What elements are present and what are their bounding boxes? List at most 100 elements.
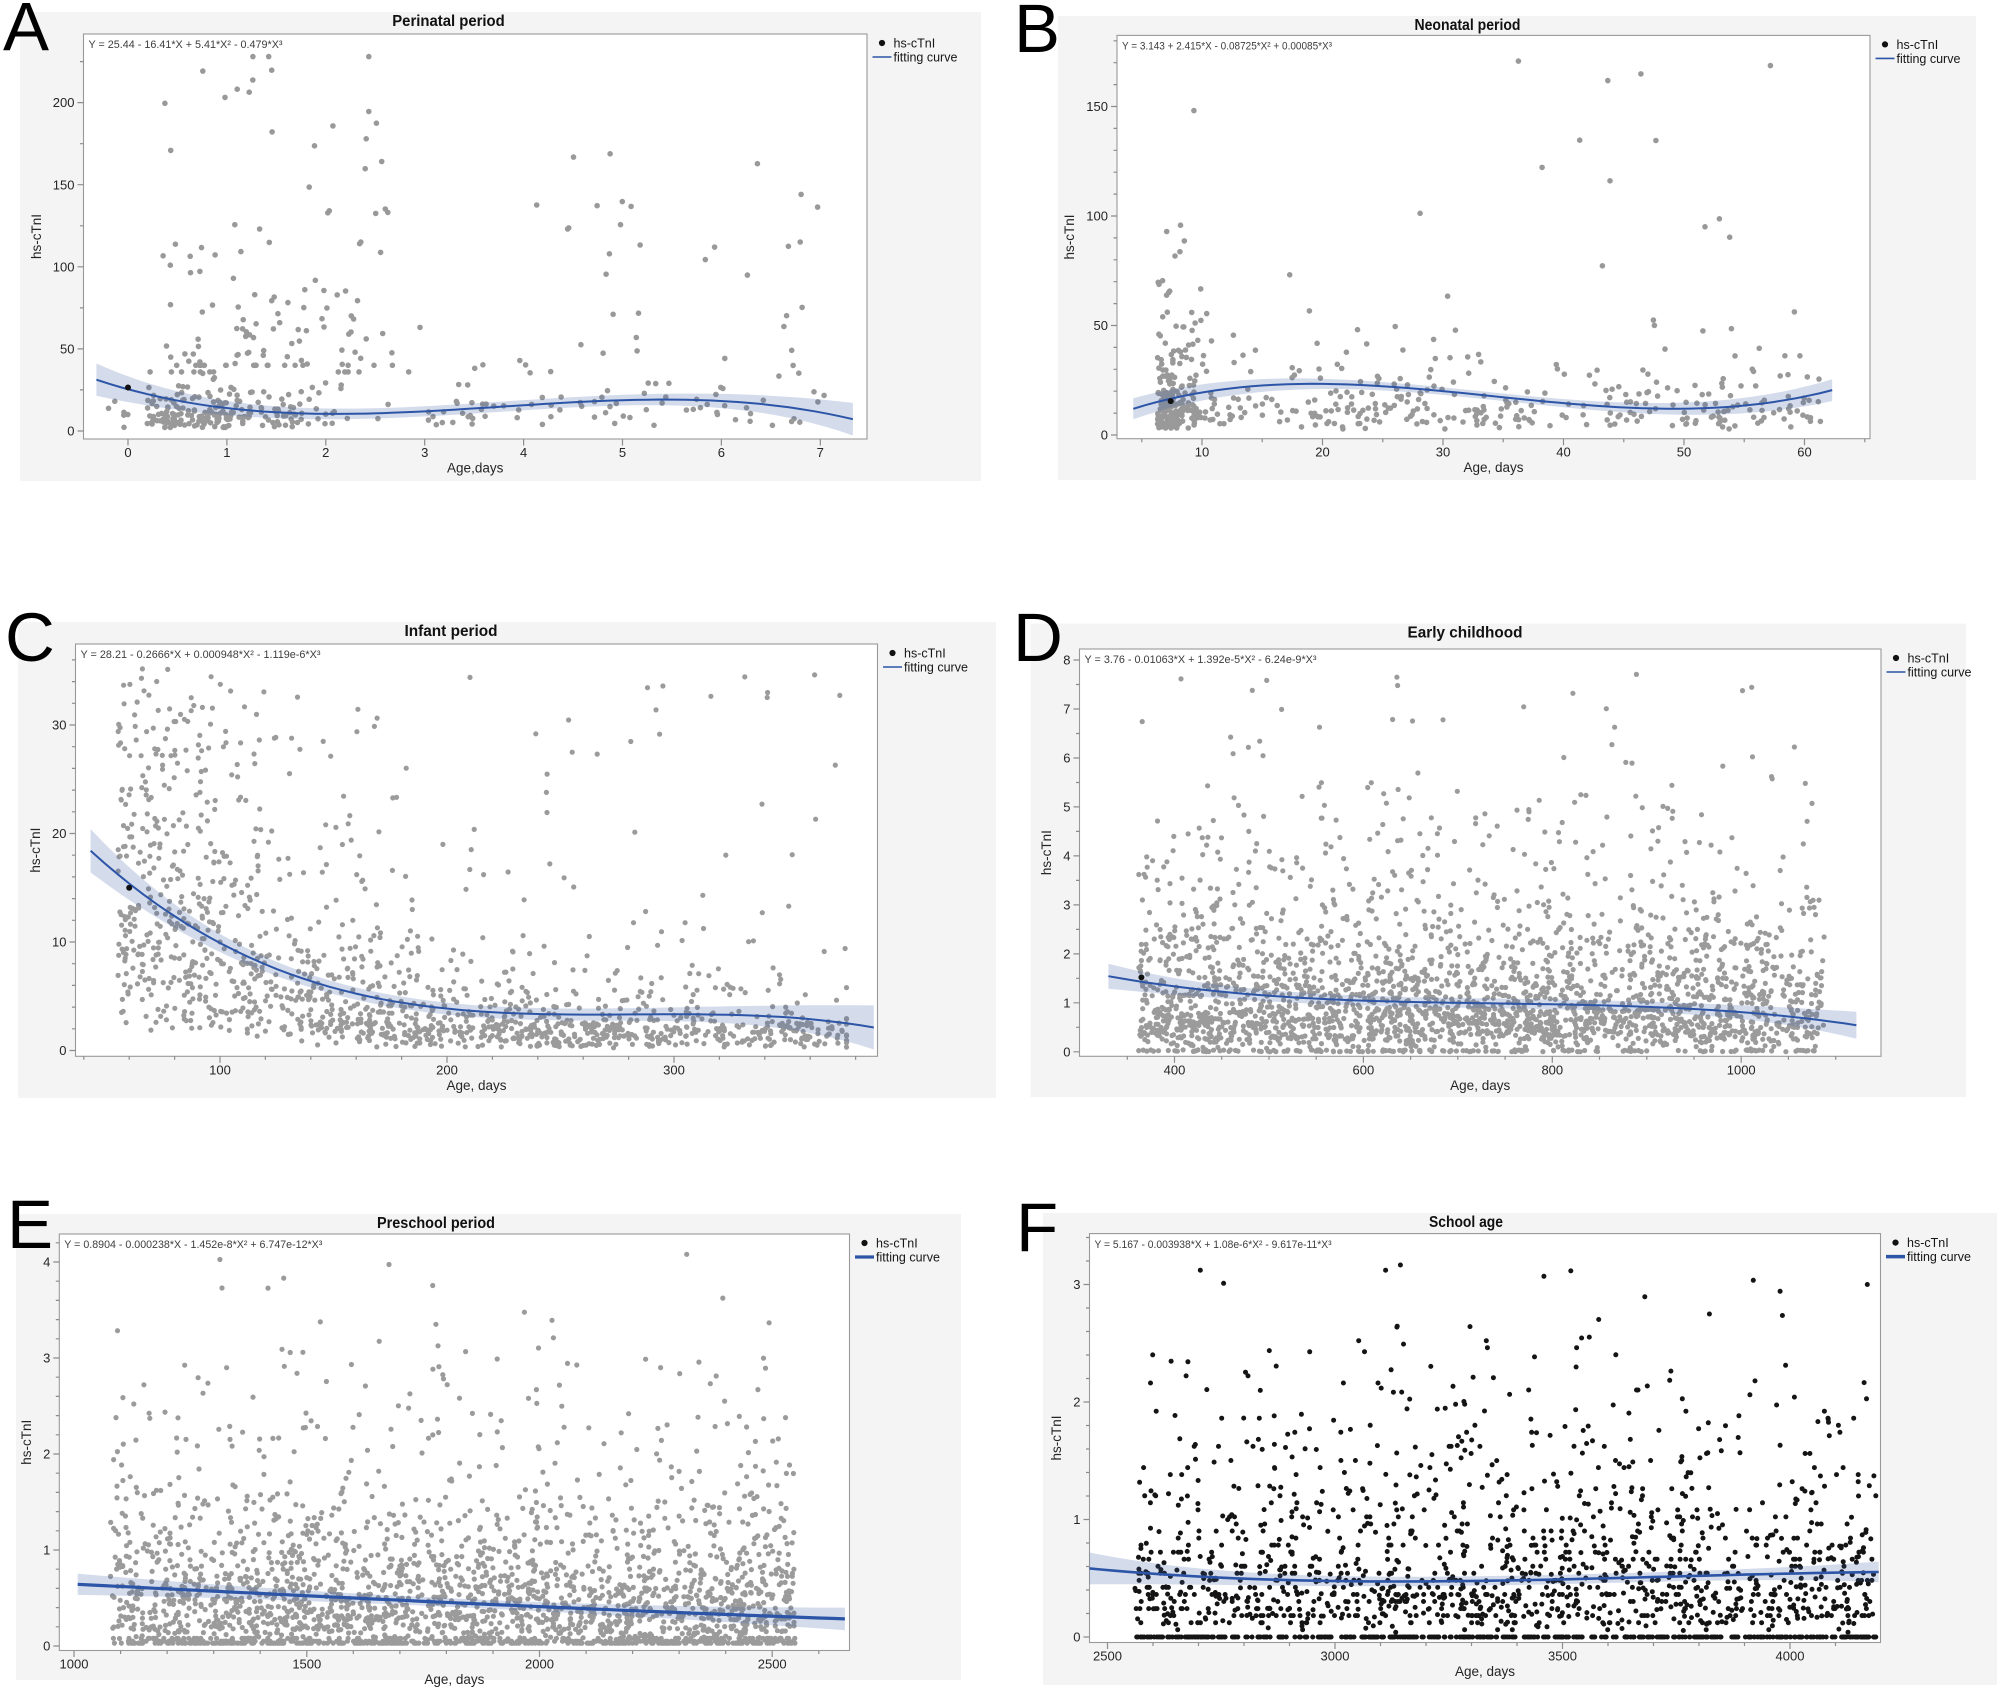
- svg-text:4: 4: [43, 1255, 50, 1270]
- svg-text:20: 20: [52, 826, 66, 841]
- svg-text:60: 60: [1797, 445, 1811, 460]
- svg-text:C: C: [5, 599, 55, 676]
- svg-text:3: 3: [421, 445, 428, 460]
- svg-text:Early childhood: Early childhood: [1408, 625, 1523, 642]
- svg-text:30: 30: [1436, 445, 1450, 460]
- svg-text:Neonatal period: Neonatal period: [1415, 17, 1521, 34]
- svg-text:50: 50: [60, 342, 74, 357]
- svg-text:4: 4: [1063, 849, 1070, 864]
- svg-text:hs-cTnI: hs-cTnI: [876, 1237, 918, 1251]
- svg-text:2: 2: [1063, 947, 1070, 962]
- svg-text:hs-cTnI: hs-cTnI: [29, 214, 44, 259]
- svg-text:10: 10: [52, 935, 66, 950]
- svg-text:Preschool period: Preschool period: [377, 1215, 495, 1232]
- svg-text:30: 30: [52, 718, 66, 733]
- svg-text:hs-cTnI: hs-cTnI: [1908, 652, 1950, 666]
- svg-text:hs-cTnI: hs-cTnI: [1039, 830, 1054, 875]
- svg-text:Y = 5.167 - 0.003938*X + 1.08e: Y = 5.167 - 0.003938*X + 1.08e-6*X² - 9.…: [1095, 1239, 1332, 1251]
- svg-text:Age, days: Age, days: [1455, 1664, 1515, 1679]
- svg-text:6: 6: [1063, 751, 1070, 766]
- svg-text:7: 7: [817, 445, 824, 460]
- svg-text:8: 8: [1063, 653, 1070, 668]
- svg-text:3000: 3000: [1321, 1649, 1350, 1664]
- svg-text:0: 0: [67, 424, 74, 439]
- svg-text:Age, days: Age, days: [1463, 460, 1523, 475]
- svg-text:Y = 28.21 - 0.2666*X + 0.00094: Y = 28.21 - 0.2666*X + 0.000948*X² - 1.1…: [81, 649, 321, 661]
- svg-text:2: 2: [1073, 1395, 1080, 1410]
- svg-text:hs-cTnI: hs-cTnI: [28, 828, 43, 873]
- svg-text:B: B: [1014, 0, 1060, 67]
- svg-text:fitting curve: fitting curve: [904, 661, 968, 675]
- svg-text:0: 0: [43, 1639, 50, 1654]
- svg-text:Y = 3.143 + 2.415*X - 0.08725*: Y = 3.143 + 2.415*X - 0.08725*X² + 0.000…: [1122, 41, 1332, 53]
- svg-text:3500: 3500: [1548, 1649, 1577, 1664]
- svg-text:1: 1: [1073, 1512, 1080, 1527]
- svg-text:5: 5: [1063, 800, 1070, 815]
- svg-text:Y = 3.76 - 0.01063*X + 1.392e-: Y = 3.76 - 0.01063*X + 1.392e-5*X² - 6.2…: [1085, 654, 1317, 666]
- svg-text:2500: 2500: [1093, 1649, 1122, 1664]
- svg-text:Infant period: Infant period: [405, 623, 498, 640]
- svg-text:hs-cTnI: hs-cTnI: [1049, 1415, 1064, 1460]
- svg-text:3: 3: [43, 1351, 50, 1366]
- svg-text:10: 10: [1195, 445, 1209, 460]
- svg-text:fitting curve: fitting curve: [1908, 666, 1972, 680]
- svg-text:hs-cTnI: hs-cTnI: [1907, 1236, 1949, 1250]
- svg-text:3: 3: [1073, 1277, 1080, 1292]
- svg-text:1500: 1500: [292, 1657, 321, 1672]
- svg-text:fitting curve: fitting curve: [894, 51, 958, 65]
- svg-text:Age,days: Age,days: [447, 461, 504, 476]
- svg-text:150: 150: [53, 177, 75, 192]
- svg-text:0: 0: [59, 1043, 66, 1058]
- svg-text:1: 1: [223, 445, 230, 460]
- svg-text:hs-cTnI: hs-cTnI: [19, 1420, 34, 1465]
- svg-text:7: 7: [1063, 702, 1070, 717]
- svg-text:0: 0: [1101, 428, 1108, 443]
- svg-text:hs-cTnI: hs-cTnI: [1897, 38, 1939, 52]
- svg-text:Age, days: Age, days: [1450, 1078, 1510, 1093]
- svg-text:200: 200: [436, 1062, 458, 1077]
- svg-text:1: 1: [43, 1543, 50, 1558]
- svg-text:5: 5: [619, 445, 626, 460]
- svg-text:0: 0: [1073, 1630, 1080, 1645]
- svg-text:fitting curve: fitting curve: [1907, 1250, 1971, 1264]
- svg-text:Y = 0.8904 - 0.000238*X - 1.45: Y = 0.8904 - 0.000238*X - 1.452e-8*X² + …: [64, 1239, 322, 1251]
- svg-text:2: 2: [322, 445, 329, 460]
- svg-text:hs-cTnI: hs-cTnI: [904, 647, 946, 661]
- svg-text:0: 0: [124, 445, 131, 460]
- svg-text:Y = 25.44 - 16.41*X + 5.41*X²: Y = 25.44 - 16.41*X + 5.41*X² - 0.479*X³: [89, 39, 283, 51]
- svg-text:A: A: [3, 0, 49, 66]
- svg-text:hs-cTnI: hs-cTnI: [894, 37, 936, 51]
- svg-text:100: 100: [53, 259, 75, 274]
- svg-text:0: 0: [1063, 1044, 1070, 1059]
- svg-text:150: 150: [1086, 99, 1108, 114]
- svg-text:School age: School age: [1429, 1214, 1503, 1231]
- svg-text:400: 400: [1164, 1062, 1186, 1077]
- svg-text:2: 2: [43, 1447, 50, 1462]
- svg-text:100: 100: [1086, 209, 1108, 224]
- svg-text:3: 3: [1063, 898, 1070, 913]
- svg-text:300: 300: [663, 1062, 685, 1077]
- svg-text:1000: 1000: [1727, 1062, 1756, 1077]
- svg-text:4000: 4000: [1776, 1649, 1805, 1664]
- svg-text:200: 200: [53, 95, 75, 110]
- svg-text:2500: 2500: [758, 1657, 787, 1672]
- svg-text:fitting curve: fitting curve: [1897, 52, 1961, 66]
- svg-text:2000: 2000: [525, 1657, 554, 1672]
- svg-text:Age, days: Age, days: [424, 1672, 484, 1687]
- svg-text:Perinatal period: Perinatal period: [392, 13, 505, 30]
- svg-text:50: 50: [1677, 445, 1691, 460]
- svg-text:fitting curve: fitting curve: [876, 1251, 940, 1265]
- svg-text:Age, days: Age, days: [446, 1078, 506, 1093]
- svg-text:800: 800: [1541, 1062, 1563, 1077]
- svg-text:6: 6: [718, 445, 725, 460]
- svg-text:1: 1: [1063, 995, 1070, 1010]
- svg-text:F: F: [1016, 1189, 1058, 1266]
- svg-text:50: 50: [1094, 318, 1108, 333]
- svg-text:hs-cTnI: hs-cTnI: [1062, 214, 1077, 259]
- svg-text:D: D: [1013, 599, 1063, 676]
- svg-text:E: E: [7, 1186, 53, 1263]
- svg-text:20: 20: [1315, 445, 1329, 460]
- svg-text:1000: 1000: [60, 1657, 89, 1672]
- svg-text:4: 4: [520, 445, 527, 460]
- svg-text:40: 40: [1556, 445, 1570, 460]
